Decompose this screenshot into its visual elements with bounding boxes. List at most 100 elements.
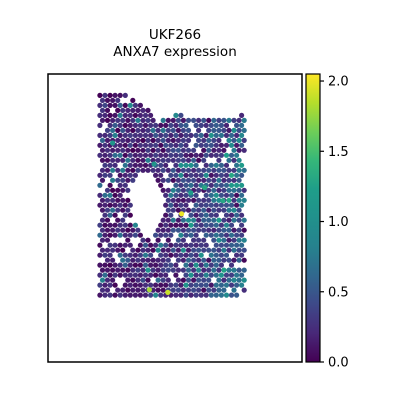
spot xyxy=(168,132,174,138)
spot xyxy=(110,127,116,133)
spot xyxy=(231,177,237,183)
spot xyxy=(110,207,116,213)
spot xyxy=(188,172,194,178)
spot xyxy=(145,137,151,143)
spot xyxy=(115,207,121,213)
spot xyxy=(102,262,108,268)
spot xyxy=(185,267,192,273)
spot xyxy=(228,132,235,138)
spot xyxy=(188,222,194,228)
spot xyxy=(127,122,133,128)
spot xyxy=(125,137,131,143)
spot xyxy=(193,222,199,228)
spot xyxy=(153,292,159,298)
spot xyxy=(216,287,222,293)
spot xyxy=(137,132,143,138)
spot xyxy=(102,112,108,118)
spot xyxy=(223,182,230,188)
spot xyxy=(218,142,224,148)
spot xyxy=(216,177,222,183)
spot xyxy=(180,267,186,273)
spot xyxy=(130,127,136,133)
spot xyxy=(132,122,138,128)
spot xyxy=(137,142,143,148)
spot xyxy=(239,142,245,148)
spot xyxy=(223,142,230,148)
spot xyxy=(236,237,242,243)
spot xyxy=(117,132,123,138)
spot xyxy=(102,162,108,168)
spot xyxy=(173,282,179,288)
spot xyxy=(183,292,189,298)
spot xyxy=(120,137,126,143)
spot xyxy=(231,247,237,253)
spot xyxy=(239,252,245,258)
spot xyxy=(132,252,138,258)
spot xyxy=(153,122,159,128)
spot xyxy=(110,277,116,283)
spot xyxy=(125,177,131,183)
spot xyxy=(203,282,209,288)
spot xyxy=(170,137,176,143)
spot xyxy=(178,252,184,258)
spot xyxy=(127,252,133,258)
spot xyxy=(155,287,161,293)
spot xyxy=(218,122,224,128)
spot xyxy=(127,132,133,138)
spot xyxy=(163,232,169,238)
spot xyxy=(130,247,136,253)
spot xyxy=(153,282,159,288)
spot xyxy=(185,207,192,213)
spot xyxy=(102,252,108,258)
spot xyxy=(117,292,123,298)
spot xyxy=(107,272,113,278)
spot xyxy=(168,192,174,198)
spot xyxy=(120,287,126,293)
spot xyxy=(130,277,136,283)
spot xyxy=(221,287,227,293)
spot xyxy=(160,127,166,133)
spot xyxy=(104,137,111,143)
spot xyxy=(228,272,235,278)
spot xyxy=(226,167,232,173)
spot xyxy=(104,167,111,173)
spot xyxy=(163,202,169,208)
spot xyxy=(122,182,128,188)
spot xyxy=(201,277,207,283)
spot xyxy=(188,132,194,138)
spot xyxy=(216,197,222,203)
spot xyxy=(223,192,230,198)
spot xyxy=(122,132,128,138)
spot xyxy=(160,147,166,153)
spot xyxy=(148,122,154,128)
spot xyxy=(102,142,108,148)
spot xyxy=(130,157,136,163)
spot xyxy=(208,182,214,188)
spot xyxy=(160,257,166,263)
spot xyxy=(206,167,212,173)
spot xyxy=(221,187,227,193)
spot xyxy=(211,287,217,293)
spot xyxy=(228,182,235,188)
spot xyxy=(117,122,123,128)
spot xyxy=(142,272,149,278)
spot xyxy=(163,222,169,228)
spot xyxy=(122,282,128,288)
spot xyxy=(120,117,126,123)
spot xyxy=(208,132,214,138)
spot xyxy=(178,222,184,228)
spot xyxy=(130,167,136,173)
high-expression-spot xyxy=(220,198,226,204)
spot xyxy=(201,267,207,273)
spot xyxy=(163,282,169,288)
spot xyxy=(158,162,164,168)
spot xyxy=(107,172,113,178)
spot xyxy=(99,227,106,233)
spot xyxy=(223,222,230,228)
spot xyxy=(112,112,118,118)
spot xyxy=(201,247,207,253)
spot xyxy=(120,197,126,203)
spot xyxy=(117,262,123,268)
spot xyxy=(236,257,242,263)
spot xyxy=(97,222,103,228)
